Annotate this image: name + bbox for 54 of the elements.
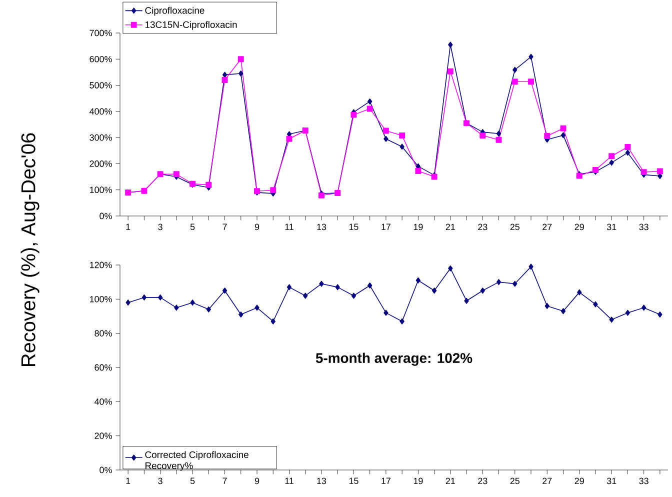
x-tick-label: 11 [285,478,294,484]
x-tick-label: 25 [510,478,520,484]
legend-label: 13C15N-Ciprofloxacin [145,21,237,30]
x-tick-label: 11 [285,224,294,230]
y-tick-label: 300% [90,134,112,141]
y-tick-label: 40% [94,398,112,405]
x-tick-label: 7 [222,478,227,484]
x-tick-label: 9 [254,478,260,484]
legend-label: Corrected Ciprofloxacine Recovery% [145,451,248,471]
x-tick-label: 27 [542,224,552,230]
y-tick-label: 200% [90,160,112,167]
y-tick-label: 100% [90,296,112,302]
x-tick-label: 29 [574,224,584,230]
y-tick-label: 500% [90,82,112,88]
x-tick-label: 19 [414,478,423,484]
x-tick-label: 27 [542,478,552,484]
y-tick-label: 700% [90,30,112,36]
x-tick-label: 5 [190,224,195,230]
x-tick-label: 23 [478,478,488,484]
x-tick-label: 1 [126,224,130,230]
x-tick-label: 3 [158,478,162,484]
x-tick-label: 31 [606,478,616,484]
x-tick-label: 21 [446,478,455,484]
x-tick-label: 23 [478,224,488,230]
y-tick-label: 60% [94,364,112,371]
y-axis-title: Recovery (%), Aug-Dec'06 [20,133,40,366]
x-tick-label: 15 [349,478,358,484]
x-tick-label: 3 [158,224,162,230]
y-tick-label: 80% [94,330,112,336]
x-tick-label: 15 [349,224,358,230]
y-tick-label: 100% [90,186,112,194]
x-tick-label: 1 [126,478,130,484]
x-tick-label: 25 [510,224,520,230]
y-tick-label: 20% [94,432,112,439]
annotation: 5-month average: 102% [316,352,472,366]
y-tick-label: 120% [90,262,112,268]
x-tick-label: 13 [317,224,326,230]
x-tick-label: 31 [606,224,616,230]
x-tick-label: 5 [190,478,195,484]
x-tick-label: 9 [254,224,260,230]
x-tick-label: 17 [382,224,390,230]
x-tick-label: 17 [382,478,390,484]
x-tick-label: 33 [639,478,648,484]
x-tick-label: 13 [317,478,326,484]
y-tick-label: 400% [90,108,112,115]
x-tick-label: 7 [222,224,227,230]
x-tick-label: 33 [639,224,648,230]
y-tick-label: 0% [100,466,112,474]
y-tick-label: 600% [90,56,112,62]
legend-label: Ciprofloxacine [145,6,204,16]
x-tick-label: 29 [574,478,584,484]
y-tick-label: 0% [100,212,112,220]
x-tick-label: 21 [446,224,455,230]
x-tick-label: 19 [414,224,423,230]
